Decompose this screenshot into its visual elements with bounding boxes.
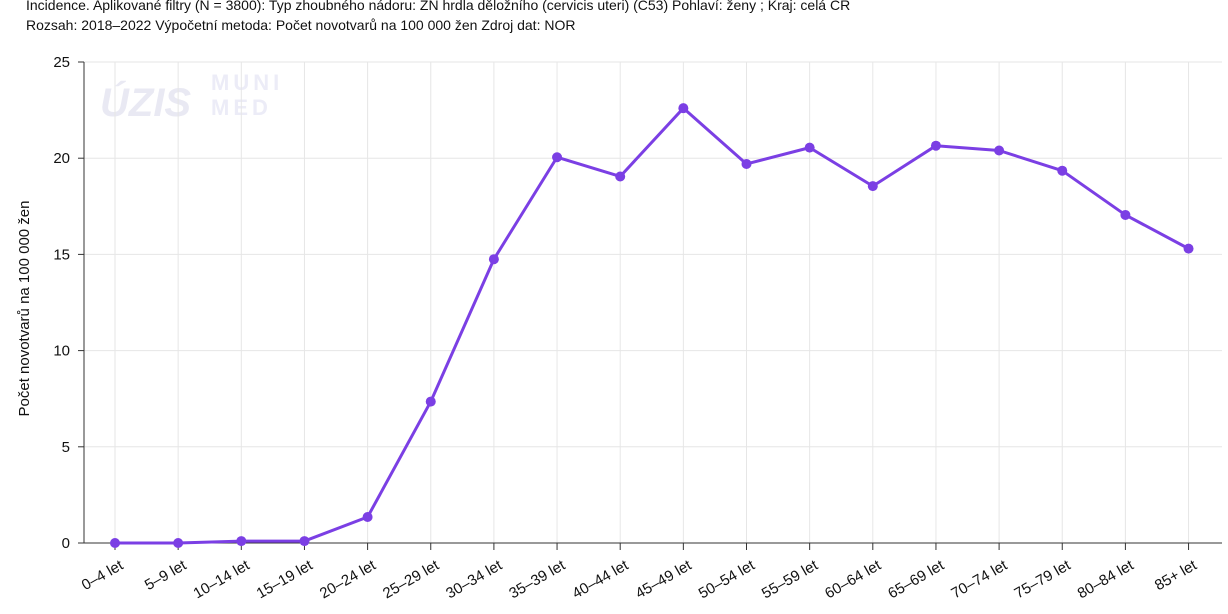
data-point[interactable] (1057, 165, 1068, 176)
data-point[interactable] (678, 103, 689, 114)
watermark-muni-logo: MUNI (211, 70, 283, 95)
data-point[interactable] (1120, 209, 1131, 220)
y-tick-label: 0 (62, 535, 70, 552)
x-tick-label: 65–69 let (885, 556, 948, 602)
watermark: ÚZIS MUNI MED (100, 70, 283, 125)
x-tick-label: 5–9 let (142, 556, 190, 594)
data-point[interactable] (804, 142, 815, 153)
data-point[interactable] (425, 396, 436, 407)
data-point[interactable] (110, 538, 120, 548)
x-tick-label: 0–4 let (79, 556, 127, 594)
y-tick-label: 25 (53, 54, 70, 71)
x-tick-label: 85+ let (1152, 556, 1201, 594)
x-tick-label: 20–24 let (317, 556, 380, 602)
chart-header: Incidence. Aplikované filtry (N = 3800):… (26, 0, 850, 35)
y-tick-label: 5 (62, 439, 70, 456)
series-layer (110, 103, 1194, 548)
x-tick-label: 60–64 let (822, 556, 885, 602)
data-point[interactable] (488, 254, 499, 265)
axes: 0 5 10 15 20 25 0–4 let 5–9 let 10–14 let 15–19 l… (53, 54, 1222, 602)
x-tick-label: 40–44 let (569, 556, 632, 602)
x-tick-label: 10–14 let (191, 556, 254, 602)
x-tick-label: 55–59 let (759, 556, 822, 602)
data-point[interactable] (362, 512, 373, 523)
x-tick-label: 80–84 let (1075, 556, 1138, 602)
data-point[interactable] (236, 536, 247, 547)
watermark-med-logo: MED (211, 95, 272, 120)
x-tick-label: 75–79 let (1011, 556, 1074, 602)
data-point[interactable] (994, 145, 1005, 156)
data-point[interactable] (741, 158, 752, 169)
x-tick-label: 30–34 let (443, 556, 506, 602)
x-tick-label: 45–49 let (633, 556, 696, 602)
y-tick-label: 10 (53, 343, 70, 360)
x-tick-label: 15–19 let (254, 556, 317, 602)
header-range-text: Rozsah: 2018–2022 Výpočetní metoda: Poče… (26, 17, 576, 33)
data-point[interactable] (552, 152, 563, 163)
data-point[interactable] (1183, 243, 1194, 254)
data-point[interactable] (867, 181, 878, 192)
y-tick-label: 15 (53, 246, 70, 263)
y-tick-label: 20 (53, 150, 70, 167)
x-tick-label: 25–29 let (380, 556, 443, 602)
data-point[interactable] (299, 536, 310, 547)
grid-lines (84, 61, 1222, 543)
header-filters-text: Incidence. Aplikované filtry (N = 3800):… (26, 0, 851, 13)
data-point[interactable] (173, 538, 184, 548)
x-tick-label: 50–54 let (696, 556, 759, 602)
data-point[interactable] (615, 171, 626, 182)
x-tick-label: 70–74 let (948, 556, 1011, 602)
x-tick-label: 35–39 let (506, 556, 569, 602)
y-axis-title: Počet novotvarů na 100 000 žen (16, 201, 33, 417)
data-point[interactable] (930, 140, 941, 151)
series-line (115, 106, 1190, 545)
